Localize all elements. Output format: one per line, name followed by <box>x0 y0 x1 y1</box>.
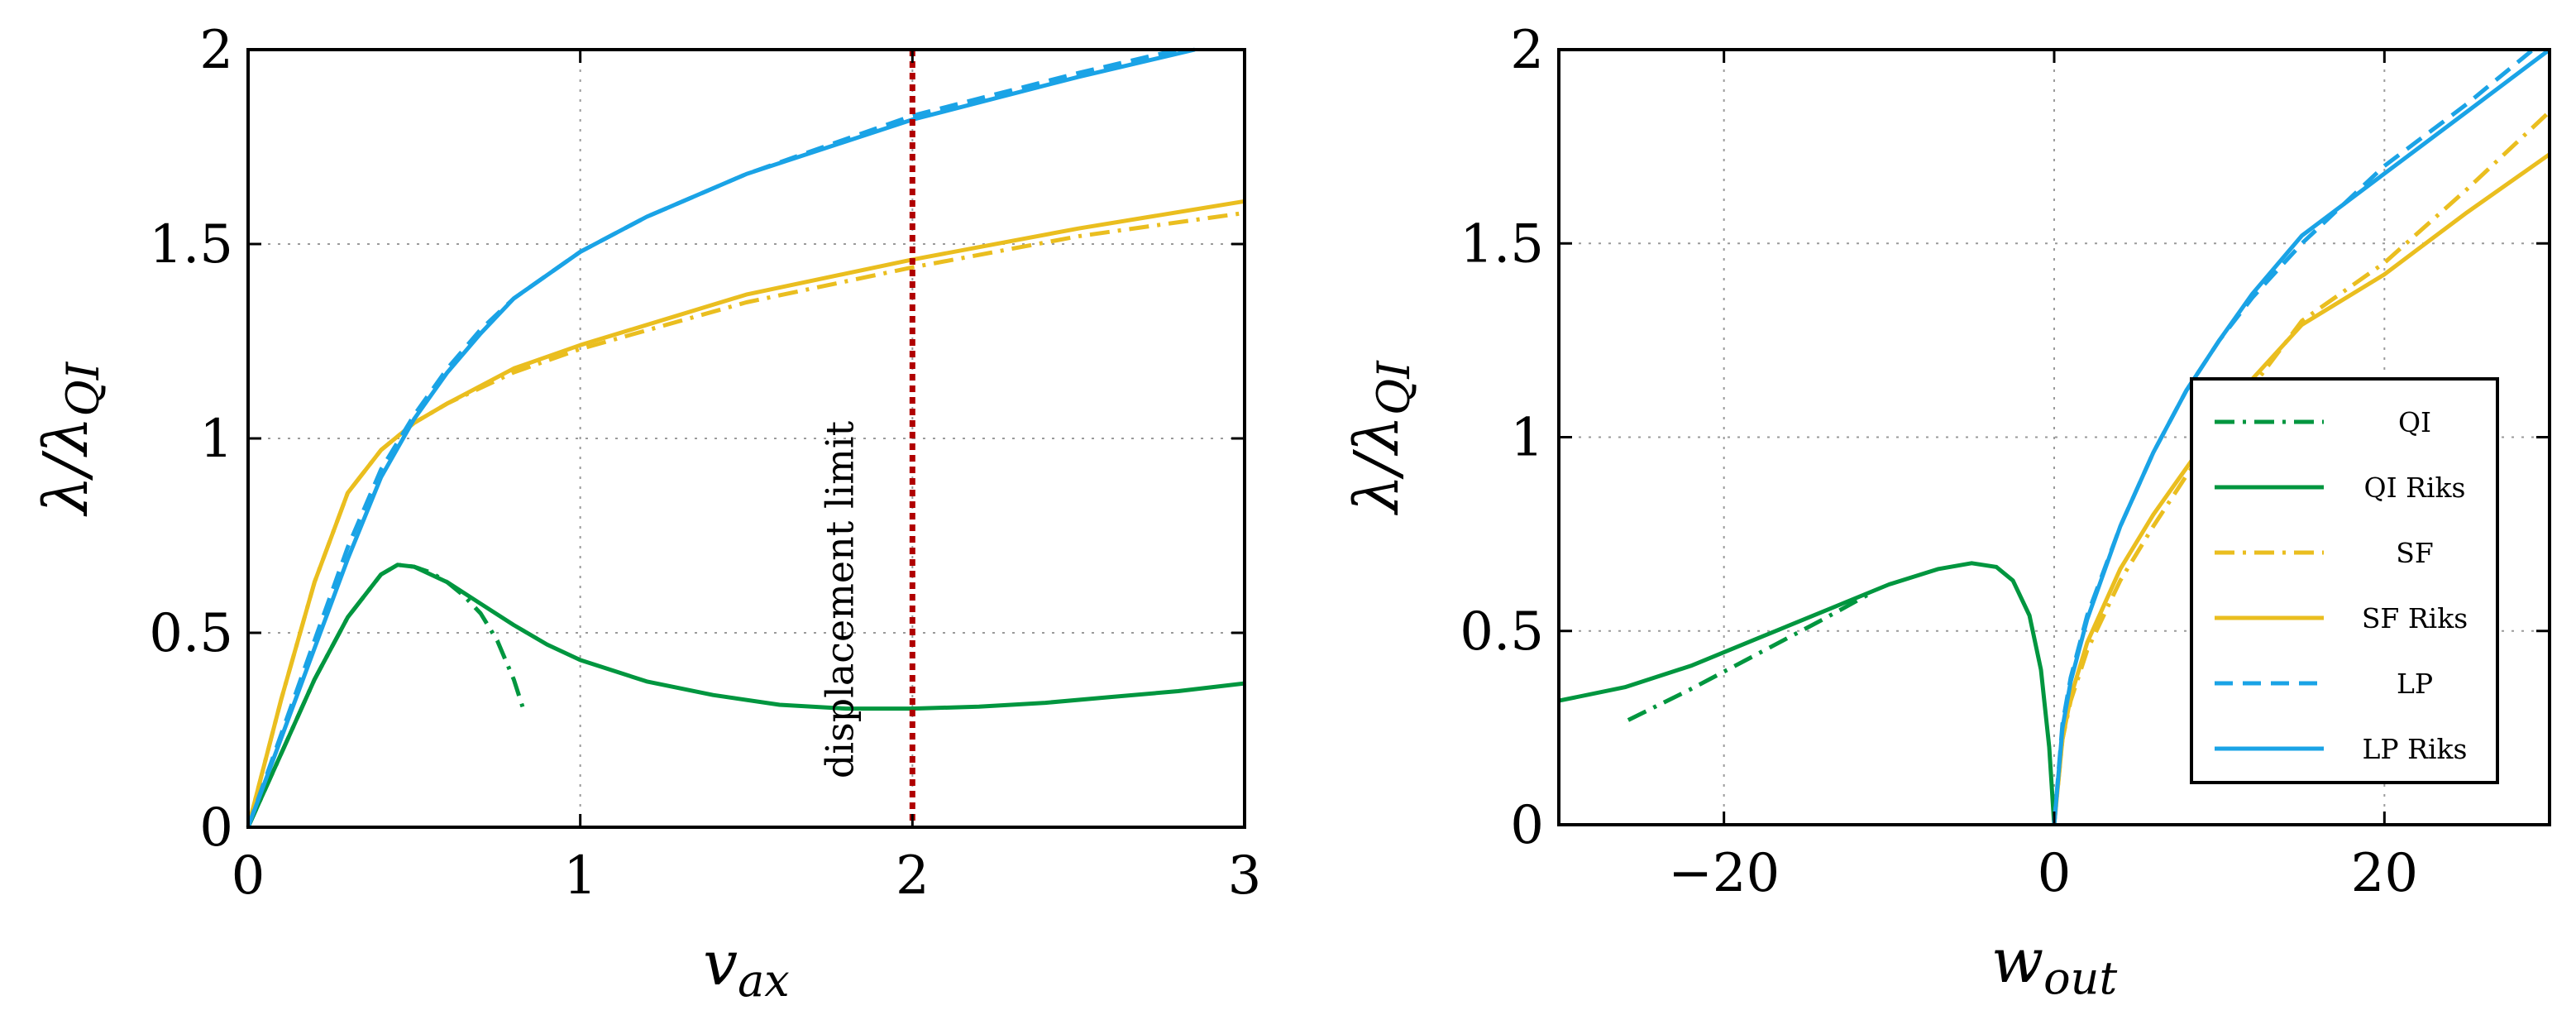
left-y-axis-label: λ/λQI <box>31 361 109 517</box>
right-series-qi <box>1627 590 1874 722</box>
left-series-lp-riks <box>246 47 1196 828</box>
right-y-axis-label-sub: QI <box>1368 360 1420 415</box>
legend-box <box>2190 377 2499 784</box>
right-series-sf-riks <box>2052 152 2551 826</box>
left-chart: displacement limit 0 1 2 3 0 0.5 1 1.5 2… <box>31 20 1261 1007</box>
left-x-axis-label: vax <box>703 928 789 1007</box>
left-series-sf <box>246 210 1245 828</box>
left-x-axis-label-sub: ax <box>738 955 790 1007</box>
left-y-tick-label: 0 <box>199 797 233 859</box>
right-y-axis-label-main: λ/λ <box>1341 415 1412 516</box>
right-chart: −20 0 20 0 0.5 1 1.5 2 wout λ/λQI QI QI … <box>1341 20 2551 1004</box>
right-y-tick-label: 1 <box>1510 408 1544 469</box>
left-y-axis-label-main: λ/λ <box>31 416 102 517</box>
right-y-tick-label: 0 <box>1510 795 1544 856</box>
legend-label-lp-riks: LP Riks <box>2363 733 2468 765</box>
right-x-tick-label: −20 <box>1668 843 1780 904</box>
right-y-tick-label: 2 <box>1510 20 1544 81</box>
right-x-axis-label: wout <box>1991 926 2118 1004</box>
legend-label-sf: SF <box>2396 537 2434 569</box>
legend-label-lp: LP <box>2397 668 2433 700</box>
left-y-tick-label: 0.5 <box>149 603 233 664</box>
left-series-lp <box>246 47 1179 828</box>
left-series-sf-riks <box>246 199 1245 828</box>
legend-label-sf-riks: SF Riks <box>2362 602 2468 634</box>
right-series-lp-riks <box>2052 48 2551 826</box>
left-x-tick-label: 2 <box>896 845 930 907</box>
legend: QI QI Riks SF SF Riks LP LP Riks <box>2190 377 2499 784</box>
legend-label-qi: QI <box>2398 406 2431 438</box>
right-x-tick-labels: −20 0 20 <box>1668 843 2418 904</box>
left-x-tick-labels: 0 1 2 3 <box>232 845 1262 907</box>
displacement-limit-label: displacement limit <box>817 420 862 778</box>
right-x-tick-label: 20 <box>2351 843 2418 904</box>
left-y-tick-labels: 0 0.5 1 1.5 2 <box>149 20 233 859</box>
legend-label-qi-riks: QI Riks <box>2364 472 2466 504</box>
right-x-axis-label-sub: out <box>2043 952 2117 1004</box>
right-y-axis-label: λ/λQI <box>1341 360 1420 516</box>
right-x-axis-label-base: w <box>1991 926 2043 997</box>
left-y-axis-label-sub: QI <box>57 361 109 416</box>
right-tick-group <box>1559 48 2550 826</box>
left-x-axis-label-base: v <box>703 928 738 999</box>
left-x-tick-label: 1 <box>563 845 597 907</box>
left-y-tick-label: 2 <box>199 20 233 81</box>
right-y-tick-labels: 0 0.5 1 1.5 2 <box>1460 20 1544 856</box>
right-y-tick-label: 1.5 <box>1460 213 1544 275</box>
left-tick-group <box>246 48 1246 829</box>
right-x-tick-label: 0 <box>2038 843 2072 904</box>
left-series-qi-riks <box>246 563 1245 829</box>
left-y-tick-label: 1 <box>199 409 233 470</box>
left-x-tick-label: 3 <box>1228 845 1262 907</box>
right-series-qi-riks <box>1558 561 2057 826</box>
right-series-group <box>1558 48 2551 826</box>
left-y-tick-label: 1.5 <box>149 214 233 275</box>
right-y-tick-label: 0.5 <box>1460 601 1544 663</box>
left-x-tick-label: 0 <box>232 845 265 907</box>
